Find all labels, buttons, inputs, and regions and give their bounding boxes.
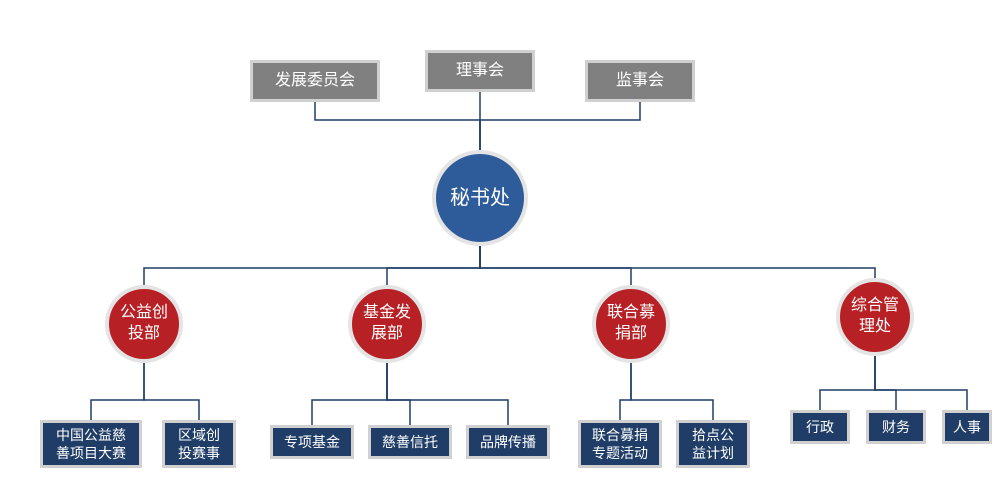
node-dept1: 公益创 投部 <box>105 285 183 363</box>
node-leaf21: 专项基金 <box>270 425 354 459</box>
edge-secretariat-dept2 <box>387 246 480 285</box>
edge-dept3-leaf32 <box>631 363 713 420</box>
node-leaf32: 拾点公 益计划 <box>676 420 750 468</box>
edge-dept4-leaf43 <box>875 356 967 410</box>
node-leaf12: 区域创 投赛事 <box>162 420 236 468</box>
node-leaf42: 财务 <box>866 410 926 444</box>
node-secretariat: 秘书处 <box>432 150 528 246</box>
node-dev_committee: 发展委员会 <box>250 60 380 102</box>
edge-dept1-leaf11 <box>91 363 144 420</box>
edge-dept1-leaf12 <box>144 363 199 420</box>
edge-dept4-leaf42 <box>875 356 896 410</box>
node-leaf43: 人事 <box>942 410 992 444</box>
node-leaf41: 行政 <box>790 410 850 444</box>
node-supervisory: 监事会 <box>585 60 695 102</box>
edge-dev_committee-secretariat <box>315 102 480 150</box>
node-leaf31: 联合募捐 专题活动 <box>578 420 662 468</box>
edge-dept2-leaf23 <box>387 363 508 425</box>
edge-secretariat-dept4 <box>480 246 875 278</box>
edge-dept2-leaf21 <box>312 363 387 425</box>
node-dept2: 基金发 展部 <box>348 285 426 363</box>
node-leaf23: 品牌传播 <box>466 425 550 459</box>
node-leaf11: 中国公益慈 善项目大赛 <box>40 420 142 468</box>
node-dept4: 综合管 理处 <box>836 278 914 356</box>
node-dept3: 联合募 捐部 <box>592 285 670 363</box>
node-leaf22: 慈善信托 <box>368 425 452 459</box>
edge-dept3-leaf31 <box>620 363 631 420</box>
edge-supervisory-secretariat <box>480 102 640 150</box>
node-board: 理事会 <box>425 50 535 92</box>
edge-dept4-leaf41 <box>820 356 875 410</box>
edge-secretariat-dept1 <box>144 246 480 285</box>
edge-dept2-leaf22 <box>387 363 410 425</box>
edge-secretariat-dept3 <box>480 246 631 285</box>
